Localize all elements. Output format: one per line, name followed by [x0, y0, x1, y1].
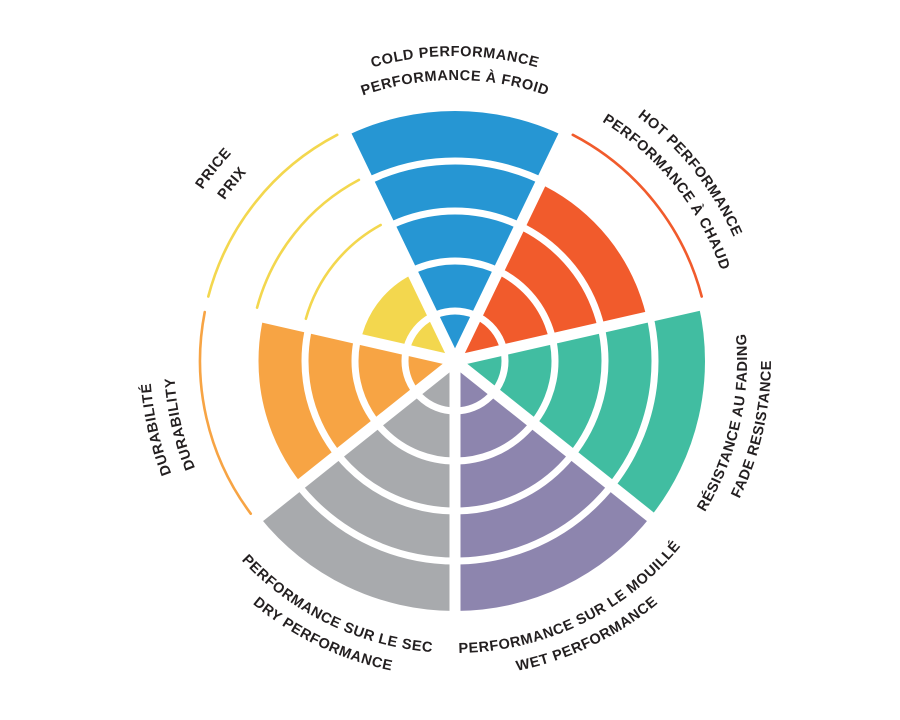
sector-divider-2 — [451, 356, 658, 524]
label-cold-performance-line1: COLD PERFORMANCE — [369, 44, 541, 71]
empty-level-arc-price-4 — [255, 178, 361, 309]
sector-divider-5 — [206, 299, 457, 367]
sector-wedge-fade-resistance — [455, 305, 705, 517]
sector-wedge-wet-performance — [455, 361, 651, 611]
empty-level-arc-hot-performance-5 — [571, 133, 703, 298]
sector-wedge-cold-performance — [346, 111, 564, 361]
sector-divider-0 — [450, 129, 571, 364]
label-cold-performance-line2: PERFORMANCE À FROID — [359, 68, 551, 99]
label-hot-performance-line1: HOT PERFORMANCE — [635, 107, 745, 239]
sector-wedge-dry-performance — [259, 361, 455, 611]
empty-level-arc-durability-5 — [198, 310, 253, 515]
sector-divider-6 — [339, 129, 460, 364]
sector-divider-4 — [252, 356, 459, 524]
sector-divider-1 — [453, 299, 704, 367]
empty-level-arc-price-3 — [304, 223, 382, 321]
empty-level-arc-price-5 — [207, 133, 339, 298]
